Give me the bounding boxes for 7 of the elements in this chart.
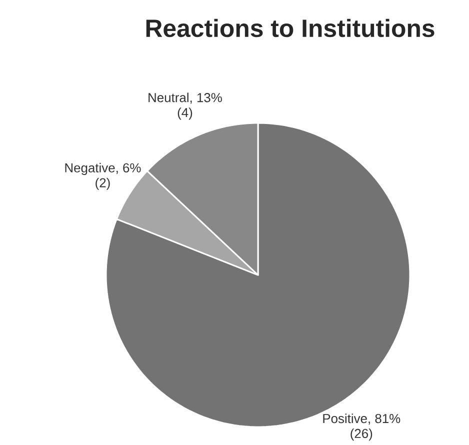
slice-label: Positive, 81%: [323, 414, 400, 425]
text: (4): [178, 108, 192, 120]
chart-title: Reactions to Institutions: [146, 18, 434, 38]
slice-label: Negative, 6%: [65, 162, 141, 175]
text: (2): [96, 178, 110, 190]
slice-label: Neutral, 13%: [148, 92, 222, 104]
text: (26): [350, 428, 372, 441]
